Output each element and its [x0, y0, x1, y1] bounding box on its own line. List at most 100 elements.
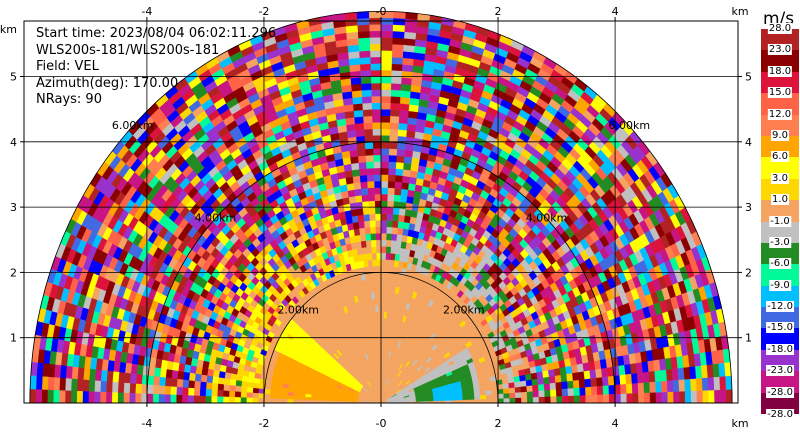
velocity-cell — [597, 394, 604, 404]
velocity-cell — [99, 391, 107, 404]
velocity-cell — [206, 375, 214, 384]
velocity-cell — [380, 135, 390, 143]
velocity-cell — [486, 398, 493, 404]
velocity-cell — [355, 201, 363, 210]
velocity-cell — [380, 108, 391, 117]
velocity-cell — [380, 148, 390, 156]
velocity-cell — [462, 395, 469, 401]
velocity-cell — [182, 379, 190, 389]
velocity-cell — [246, 392, 253, 399]
velocity-cell — [88, 368, 97, 381]
velocity-cell — [380, 226, 387, 234]
velocity-cell — [372, 148, 382, 156]
velocity-cell — [217, 377, 225, 385]
velocity-cell — [543, 376, 551, 385]
velocity-cell — [364, 226, 371, 235]
velocity-cell — [509, 392, 516, 399]
velocity-cell — [380, 200, 388, 208]
velocity-cell — [380, 174, 389, 182]
velocity-cell — [538, 389, 546, 398]
velocity-cell — [364, 148, 374, 156]
velocity-cell — [503, 392, 510, 399]
velocity-cell — [375, 219, 382, 228]
velocity-cell — [380, 317, 384, 325]
velocity-cell — [380, 298, 385, 306]
velocity-cell — [93, 391, 101, 404]
velocity-cell — [391, 63, 403, 72]
velocity-cell — [555, 381, 563, 390]
velocity-cell — [368, 200, 376, 208]
velocity-cell — [369, 226, 376, 234]
velocity-cell — [366, 180, 375, 189]
velocity-cell — [479, 394, 487, 400]
velocity-cell — [251, 397, 259, 404]
velocity-cell — [508, 387, 516, 394]
velocity-cell — [395, 161, 404, 170]
velocity-cell — [357, 37, 371, 45]
velocity-cell — [129, 383, 137, 394]
velocity-cell — [391, 56, 403, 65]
velocity-cell — [374, 213, 382, 221]
velocity-cell — [348, 195, 357, 204]
velocity-cell — [370, 246, 377, 254]
velocity-cell — [370, 63, 382, 71]
velocity-cell — [229, 379, 237, 387]
velocity-cell — [378, 317, 382, 325]
velocity-cell — [359, 181, 368, 189]
velocity-cell — [702, 389, 709, 404]
velocity-cell — [643, 381, 651, 393]
velocity-cell — [310, 397, 318, 401]
velocity-cell — [387, 167, 396, 176]
velocity-cell — [388, 161, 397, 169]
velocity-cell — [380, 219, 387, 228]
velocity-cell — [678, 379, 686, 392]
velocity-cell — [537, 383, 545, 391]
velocity-cell — [176, 378, 184, 388]
velocity-cell — [384, 265, 390, 273]
velocity-cell — [263, 389, 271, 395]
velocity-cell — [390, 96, 401, 104]
velocity-cell — [187, 387, 195, 396]
velocity-cell — [374, 187, 382, 195]
velocity-cell — [351, 96, 363, 105]
velocity-cell — [402, 168, 411, 177]
velocity-cell — [348, 149, 359, 158]
velocity-cell — [388, 135, 398, 143]
velocity-cell — [171, 370, 179, 380]
velocity-cell — [532, 396, 540, 404]
velocity-cell — [389, 102, 401, 111]
velocity-cell — [399, 103, 410, 112]
velocity-cell — [129, 392, 136, 404]
velocity-cell — [380, 128, 390, 136]
velocity-cell — [602, 384, 610, 395]
velocity-cell — [401, 234, 408, 243]
velocity-cell — [252, 387, 260, 394]
velocity-cell — [357, 155, 367, 163]
velocity-cell — [182, 371, 190, 381]
velocity-cell — [561, 380, 569, 390]
velocity-cell — [350, 83, 362, 92]
velocity-cell — [690, 378, 698, 392]
velocity-cell — [397, 220, 405, 229]
velocity-cell — [701, 377, 709, 391]
velocity-cell — [649, 392, 657, 404]
velocity-cell — [363, 122, 373, 130]
velocity-cell — [380, 213, 388, 221]
velocity-cell — [348, 57, 361, 66]
velocity-cell — [76, 390, 83, 404]
velocity-cell — [360, 82, 372, 91]
velocity-cell — [386, 298, 392, 306]
velocity-cell — [380, 161, 389, 169]
velocity-cell — [361, 194, 369, 202]
velocity-cell — [620, 383, 627, 394]
velocity-cell — [181, 395, 189, 404]
velocity-cell — [368, 206, 376, 215]
velocity-cell — [398, 116, 409, 125]
velocity-cell — [502, 387, 510, 394]
velocity-cell — [384, 291, 389, 300]
velocity-cell — [175, 394, 183, 404]
velocity-cell — [369, 37, 382, 45]
velocity-cell — [358, 168, 367, 176]
velocity-cell — [235, 380, 243, 387]
velocity-cell — [366, 246, 372, 254]
